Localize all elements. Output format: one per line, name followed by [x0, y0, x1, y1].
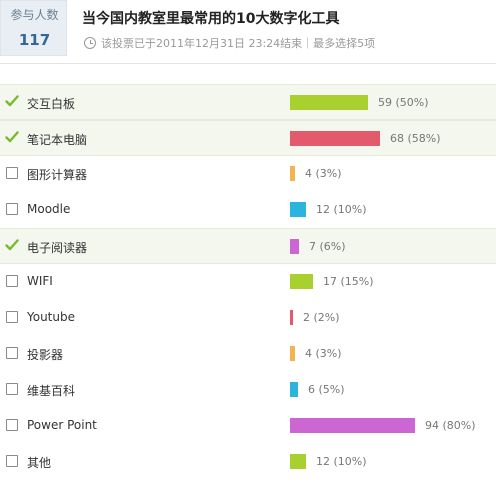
option-label: Moodle: [27, 202, 71, 216]
option-label: WIFI: [27, 274, 53, 288]
poll-option-row[interactable]: 电子阅读器 7 (6%): [0, 228, 496, 264]
vote-bar: [290, 274, 313, 289]
poll-option-row[interactable]: 交互白板 59 (50%): [0, 84, 496, 120]
option-label: Power Point: [27, 418, 97, 432]
option-label: Youtube: [27, 310, 75, 324]
vote-bar: [290, 95, 368, 110]
option-label: 投影器: [27, 348, 64, 362]
option-checkbox[interactable]: [6, 203, 18, 215]
vote-bar: [290, 310, 293, 325]
vote-bar: [290, 346, 295, 361]
vote-bar: [290, 166, 295, 181]
vote-result: 94 (80%): [425, 419, 476, 432]
check-icon[interactable]: [5, 238, 19, 252]
vote-bar: [290, 418, 415, 433]
vote-result: 59 (50%): [378, 96, 429, 109]
option-label: 其他: [27, 456, 52, 470]
vote-result: 12 (10%): [316, 203, 367, 216]
option-checkbox[interactable]: [6, 347, 18, 359]
vote-result: 17 (15%): [323, 275, 374, 288]
header-divider: [0, 63, 496, 64]
vote-bar: [290, 202, 306, 217]
poll-option-row[interactable]: Moodle 12 (10%): [0, 192, 496, 228]
check-icon[interactable]: [5, 130, 19, 144]
option-checkbox[interactable]: [6, 383, 18, 395]
clock-icon: [84, 37, 96, 49]
participants-label: 参与人数: [10, 8, 59, 22]
option-checkbox[interactable]: [6, 419, 18, 431]
vote-result: 68 (58%): [390, 132, 441, 145]
poll-option-row[interactable]: WIFI 17 (15%): [0, 264, 496, 300]
poll-header: 参与人数 117 当今国内教室里最常用的10大数字化工具 该投票已于2011年1…: [0, 0, 496, 60]
vote-result: 7 (6%): [309, 240, 346, 253]
vote-result: 12 (10%): [316, 455, 367, 468]
option-label: 电子阅读器: [27, 241, 88, 255]
poll-option-row[interactable]: 其他 12 (10%): [0, 444, 496, 480]
poll-option-row[interactable]: 图形计算器 4 (3%): [0, 156, 496, 192]
vote-bar: [290, 382, 298, 397]
participants-box: 参与人数 117: [0, 0, 67, 56]
option-label: 笔记本电脑: [27, 133, 88, 147]
option-checkbox[interactable]: [6, 167, 18, 179]
option-label: 图形计算器: [27, 168, 88, 182]
option-checkbox[interactable]: [6, 455, 18, 467]
poll-option-row[interactable]: 维基百科 6 (5%): [0, 372, 496, 408]
vote-result: 2 (2%): [303, 311, 340, 324]
poll-option-row[interactable]: Power Point 94 (80%): [0, 408, 496, 444]
vote-result: 6 (5%): [308, 383, 345, 396]
option-checkbox[interactable]: [6, 275, 18, 287]
vote-result: 4 (3%): [305, 167, 342, 180]
vote-result: 4 (3%): [305, 347, 342, 360]
option-checkbox[interactable]: [6, 311, 18, 323]
vote-bar: [290, 131, 380, 146]
poll-title: 当今国内教室里最常用的10大数字化工具: [82, 11, 340, 27]
option-label: 维基百科: [27, 384, 76, 398]
option-label: 交互白板: [27, 97, 76, 111]
poll-option-row[interactable]: 笔记本电脑 68 (58%): [0, 120, 496, 156]
participants-count: 117: [18, 31, 51, 49]
poll-meta-text: 该投票已于2011年12月31日 23:24结束｜最多选择5项: [101, 37, 376, 50]
vote-bar: [290, 239, 299, 254]
poll-option-row[interactable]: Youtube 2 (2%): [0, 300, 496, 336]
check-icon[interactable]: [5, 94, 19, 108]
poll-option-row[interactable]: 投影器 4 (3%): [0, 336, 496, 372]
poll-options: 交互白板 59 (50%) 笔记本电脑 68 (58%) 图形计算器 4 (3%) Mood…: [0, 84, 496, 480]
vote-bar: [290, 454, 306, 469]
poll-meta: 该投票已于2011年12月31日 23:24结束｜最多选择5项: [84, 35, 375, 51]
